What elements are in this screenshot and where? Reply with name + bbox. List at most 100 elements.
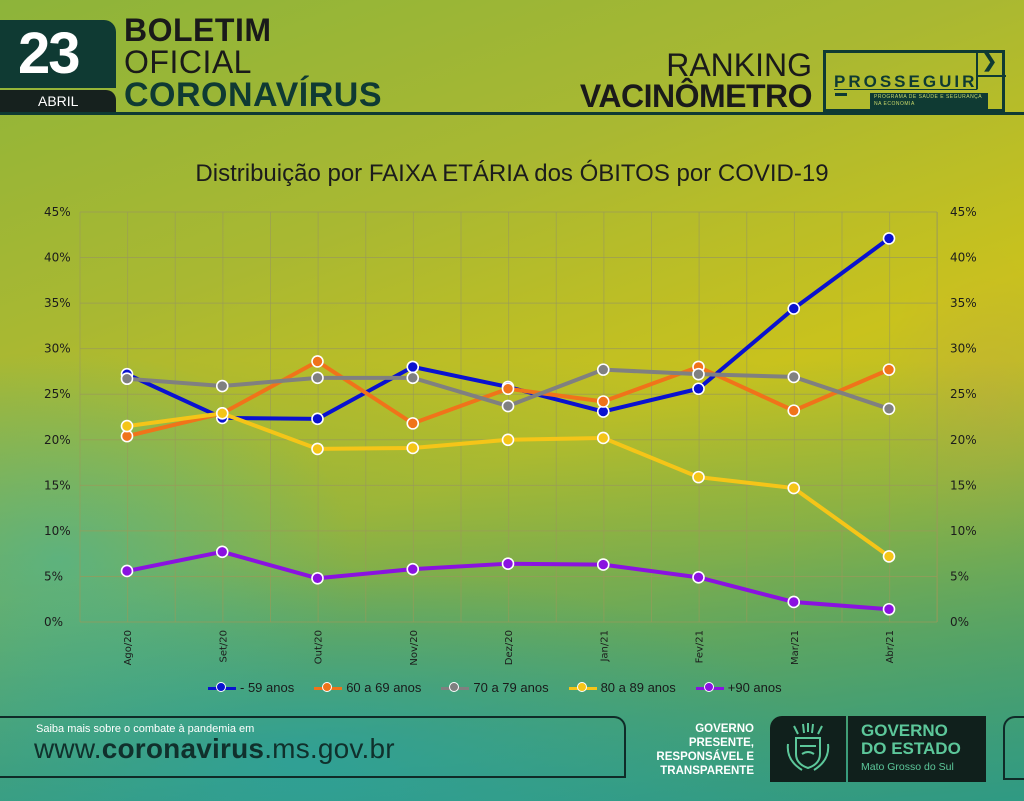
y-tick-label: 35% bbox=[44, 296, 71, 310]
data-point bbox=[787, 481, 801, 495]
data-point bbox=[120, 419, 134, 433]
data-point bbox=[692, 470, 705, 484]
legend-label: - 59 anos bbox=[240, 680, 295, 695]
y-tick-label: 20% bbox=[44, 433, 71, 447]
data-point bbox=[311, 355, 324, 368]
data-point bbox=[406, 441, 420, 455]
y-tick-label: 30% bbox=[950, 342, 977, 356]
x-tick-label: Fev/21 bbox=[695, 630, 706, 663]
x-tick-label: Dez/20 bbox=[504, 630, 515, 665]
state-seal bbox=[770, 716, 846, 782]
title-line-2: OFICIAL bbox=[124, 44, 252, 80]
series-60-a-69-anos bbox=[120, 355, 896, 443]
chart-series bbox=[120, 232, 896, 616]
legend-label: 80 a 89 anos bbox=[600, 680, 676, 695]
data-point bbox=[692, 571, 705, 584]
data-point bbox=[406, 371, 420, 385]
series--59-anos bbox=[120, 232, 896, 426]
y-tick-label: 5% bbox=[44, 569, 63, 583]
state-government-logo bbox=[848, 716, 986, 782]
chart-title: Distribuição por FAIXA ETÁRIA dos ÓBITOS… bbox=[195, 160, 829, 187]
y-tick-label: 45% bbox=[44, 205, 71, 219]
data-point bbox=[406, 360, 420, 374]
x-tick-label: Mar/21 bbox=[790, 630, 801, 665]
footer-url[interactable]: www.coronavirus.ms.gov.br bbox=[34, 733, 395, 764]
x-tick-label: Ago/20 bbox=[123, 630, 134, 665]
data-point bbox=[120, 564, 134, 578]
title-line-3: CORONAVÍRUS bbox=[124, 76, 382, 114]
y-tick-label: 45% bbox=[950, 205, 977, 219]
bulletin-title: BOLETIM OFICIAL CORONAVÍRUS bbox=[124, 14, 382, 112]
data-point bbox=[787, 595, 801, 609]
legend-label: 70 a 79 anos bbox=[473, 680, 549, 695]
data-point bbox=[501, 433, 515, 447]
title-line-1: BOLETIM bbox=[124, 12, 272, 48]
state-name: Mato Grosso do Sul bbox=[861, 761, 954, 773]
data-point bbox=[787, 404, 801, 417]
legend-item: 60 a 69 anos bbox=[314, 680, 421, 695]
y-tick-label: 40% bbox=[950, 251, 977, 265]
series-80-a-89-anos bbox=[120, 407, 896, 563]
decorative-bracket bbox=[1003, 716, 1024, 780]
x-tick-label: Jan/21 bbox=[599, 630, 610, 663]
footer-info-text: Saiba mais sobre o combate à pandemia em bbox=[36, 723, 255, 735]
legend-item: 70 a 79 anos bbox=[441, 680, 549, 695]
legend-label: +90 anos bbox=[727, 680, 782, 695]
y-tick-label: 0% bbox=[950, 615, 969, 629]
data-point bbox=[882, 550, 896, 563]
prosseguir-subtitle: PROGRAMA DE SAÚDE E SEGURANÇA NA ECONOMI… bbox=[870, 93, 988, 109]
data-point bbox=[501, 382, 515, 396]
data-point bbox=[311, 571, 324, 585]
y-tick-label: 0% bbox=[44, 615, 63, 629]
chart-legend: - 59 anos 60 a 69 anos 70 a 79 anos 80 a 89… bbox=[208, 680, 802, 695]
legend-swatch-icon bbox=[568, 681, 597, 694]
data-point bbox=[215, 545, 229, 559]
y-tick-label: 25% bbox=[950, 387, 977, 401]
data-point bbox=[882, 602, 896, 616]
vacinometro-label: VACINÔMETRO bbox=[579, 78, 813, 114]
footer-url-box bbox=[0, 716, 626, 778]
prosseguir-word: PROSSEGUIR bbox=[834, 72, 978, 91]
series-70-a-79-anos bbox=[120, 363, 896, 416]
data-point bbox=[692, 382, 705, 396]
data-point bbox=[692, 367, 705, 381]
data-point bbox=[311, 442, 324, 456]
data-point bbox=[215, 379, 229, 393]
series--90-anos bbox=[120, 545, 896, 616]
legend-swatch-icon bbox=[208, 681, 236, 694]
government-tagline: GOVERNO PRESENTE, RESPONSÁVEL E TRANSPAR… bbox=[656, 723, 754, 777]
y-axis-left: 0% 5% 10% 15% 20% 25% 30% 35% 40% 45% bbox=[44, 205, 71, 629]
legend-swatch-icon bbox=[314, 681, 343, 694]
data-point bbox=[120, 372, 134, 386]
date-day-box bbox=[0, 20, 116, 88]
x-tick-label: Out/20 bbox=[314, 630, 325, 664]
legend-swatch-icon bbox=[695, 681, 724, 694]
chevron-right-icon: ❯ bbox=[982, 51, 998, 71]
section-title: RANKING VACINÔMETRO bbox=[579, 47, 813, 114]
data-point bbox=[215, 407, 229, 420]
state-government-title: GOVERNO DO ESTADO bbox=[861, 721, 961, 758]
data-point bbox=[882, 402, 896, 416]
data-point bbox=[596, 558, 610, 571]
y-tick-label: 10% bbox=[950, 524, 977, 538]
data-point bbox=[596, 363, 610, 376]
y-tick-label: 15% bbox=[44, 478, 71, 492]
data-point bbox=[311, 371, 324, 385]
data-point bbox=[787, 302, 801, 315]
data-point bbox=[501, 557, 515, 570]
data-point bbox=[596, 395, 610, 408]
y-tick-label: 35% bbox=[950, 296, 977, 310]
legend-item: - 59 anos bbox=[208, 680, 294, 695]
prosseguir-logo: ❯ PROSSEGUIR PROGRAMA DE SAÚDE E SEGURAN… bbox=[823, 50, 1006, 112]
legend-label: 60 a 69 anos bbox=[346, 680, 422, 695]
legend-item: +90 anos bbox=[695, 680, 782, 695]
data-point bbox=[406, 562, 420, 576]
data-point bbox=[787, 370, 801, 384]
y-tick-label: 5% bbox=[950, 569, 969, 583]
ranking-label: RANKING bbox=[666, 47, 812, 83]
y-tick-label: 10% bbox=[44, 524, 71, 538]
state-coat-of-arms-icon bbox=[786, 723, 830, 771]
data-point bbox=[596, 431, 610, 445]
y-tick-label: 15% bbox=[950, 478, 977, 492]
